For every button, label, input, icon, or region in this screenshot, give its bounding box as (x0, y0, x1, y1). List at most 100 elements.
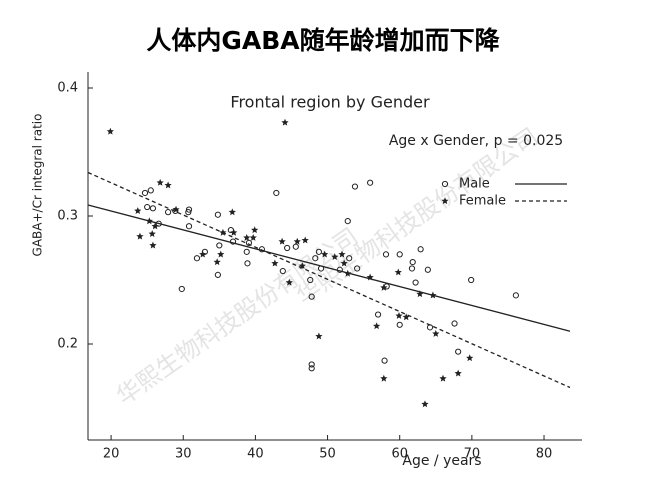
star-point (106, 127, 114, 135)
star-point (249, 233, 257, 241)
star-point (243, 233, 251, 241)
circle-point (279, 267, 286, 275)
x-tick-label: 70 (464, 447, 481, 462)
star-point (156, 178, 164, 186)
circle-point (244, 260, 251, 267)
star-point (380, 283, 388, 291)
circle-point (229, 238, 237, 245)
circle-point (144, 203, 151, 211)
circle-point (367, 179, 374, 186)
star-point (151, 222, 159, 230)
circle-point (396, 321, 403, 328)
circle-point (317, 265, 325, 272)
star-point (145, 217, 153, 225)
star-point (293, 237, 301, 245)
circle-point (354, 265, 361, 272)
star-point (394, 268, 402, 276)
circle-point (417, 246, 424, 253)
circle-point (185, 209, 192, 216)
watermark: 华熙生物科技股份有限公司 (111, 223, 363, 411)
x-tick-label: 80 (536, 447, 553, 462)
star-point (217, 250, 225, 258)
star-point (164, 181, 172, 189)
circle-point (216, 242, 223, 249)
circle-point (408, 265, 416, 272)
legend-marker (441, 180, 449, 188)
star-point (344, 269, 352, 277)
star-point (429, 291, 437, 299)
slide-title: 人体内GABA随年龄增加而下降 (146, 26, 500, 55)
star-point (172, 205, 180, 213)
star-point (199, 250, 207, 258)
chart-title: Frontal region by Gender (230, 93, 430, 112)
circle-point (451, 320, 458, 327)
circle-point (336, 266, 343, 273)
circle-point (307, 276, 314, 284)
x-tick-label: 40 (247, 447, 264, 462)
star-point (219, 228, 227, 236)
circle-point (243, 248, 250, 255)
circle-point (308, 361, 315, 368)
star-point (421, 400, 429, 408)
circle-point (185, 206, 193, 213)
x-tick-label: 50 (319, 447, 336, 462)
star-point (251, 226, 259, 234)
star-point (271, 259, 279, 267)
legend-label: Male (459, 177, 490, 192)
circle-point (455, 348, 462, 355)
star-point (281, 118, 289, 126)
star-point (432, 329, 440, 337)
circle-point (468, 276, 475, 284)
star-point (338, 250, 346, 258)
circle-point (315, 248, 322, 255)
star-point (395, 312, 403, 319)
star-point (278, 237, 286, 245)
star-point (148, 230, 156, 237)
circle-point (344, 218, 351, 225)
circle-point (164, 209, 172, 216)
x-tick-label: 30 (175, 447, 192, 462)
star-point (402, 313, 410, 321)
star-point (230, 228, 238, 236)
star-point (315, 332, 323, 340)
x-tick-label: 60 (391, 447, 408, 462)
circle-point (178, 285, 185, 293)
circle-point (512, 292, 519, 299)
star-point (416, 290, 424, 298)
watermark: 华熙生物科技股份有限公司 (291, 123, 543, 311)
fit-line (87, 204, 571, 332)
star-point (380, 374, 388, 382)
star-point (466, 354, 474, 362)
y-tick-label: 0.4 (57, 81, 78, 96)
circle-point (185, 223, 193, 230)
circle-point (409, 258, 416, 266)
circle-point (149, 205, 157, 212)
star-point (301, 236, 309, 244)
star-point (285, 278, 293, 286)
circle-point (424, 266, 431, 273)
star-point (454, 369, 462, 377)
star-point (149, 241, 157, 249)
legend-label: Female (459, 194, 506, 209)
star-point (321, 250, 329, 258)
circle-point (308, 293, 315, 300)
x-tick-label: 20 (103, 447, 120, 462)
circle-point (147, 187, 154, 194)
legend-marker (441, 197, 449, 205)
y-axis-label: GABA+/Cr integral ratio (31, 114, 45, 257)
star-point (134, 207, 142, 214)
circle-point (412, 279, 419, 286)
circle-point (193, 255, 201, 262)
circle-point (258, 246, 265, 253)
circle-point (396, 251, 403, 258)
circle-point (155, 220, 162, 227)
star-point (366, 273, 374, 281)
circle-point (214, 271, 221, 278)
star-point (331, 253, 339, 261)
fit-line (87, 171, 571, 389)
star-point (228, 208, 236, 216)
x-axis-label: Age / years (402, 453, 481, 469)
circle-point (292, 243, 299, 250)
